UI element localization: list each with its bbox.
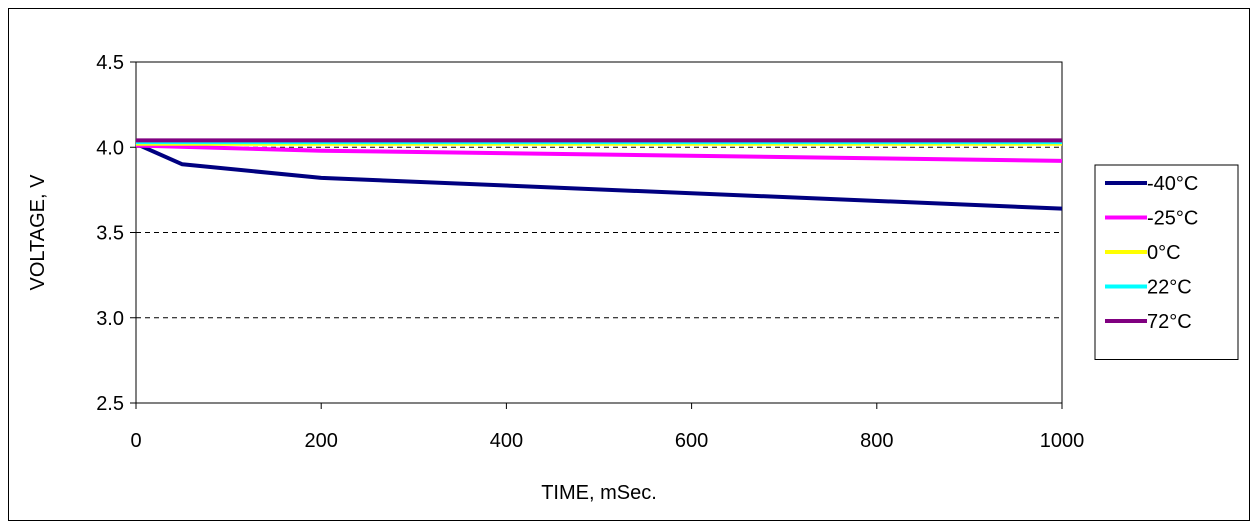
x-tick-label: 400	[490, 430, 523, 452]
y-tick-label: 3.5	[96, 223, 124, 245]
legend-label: -25°C	[1147, 208, 1198, 230]
series-line	[135, 143, 1063, 163]
x-tick-label: 0	[130, 430, 141, 452]
series-lines	[135, 138, 1063, 211]
y-axis-title: VOLTAGE, V	[27, 174, 49, 291]
x-tick-label: 200	[305, 430, 338, 452]
series-line	[135, 141, 1063, 211]
gridlines	[136, 146, 1062, 319]
chart-frame	[8, 8, 1250, 521]
y-tick-label: 4.5	[96, 52, 124, 74]
axis-ticks: 2.5 3.0 3.5 4.0 4.5 0 200 400 600 800 1000	[96, 52, 1084, 452]
legend-label: -40°C	[1147, 173, 1198, 195]
legend: -40°C -25°C 0°C 22°C 72°C	[1094, 164, 1239, 360]
x-tick-label: 800	[860, 430, 893, 452]
x-axis-title: TIME, mSec.	[541, 482, 657, 504]
legend-label: 22°C	[1147, 277, 1192, 299]
legend-label: 72°C	[1147, 311, 1192, 333]
y-tick-label: 3.0	[96, 308, 124, 330]
x-tick-label: 1000	[1040, 430, 1085, 452]
legend-label: 0°C	[1147, 242, 1181, 264]
legend-box	[1094, 164, 1239, 360]
y-tick-label: 4.0	[96, 137, 124, 159]
x-tick-label: 600	[675, 430, 708, 452]
y-tick-label: 2.5	[96, 393, 124, 415]
